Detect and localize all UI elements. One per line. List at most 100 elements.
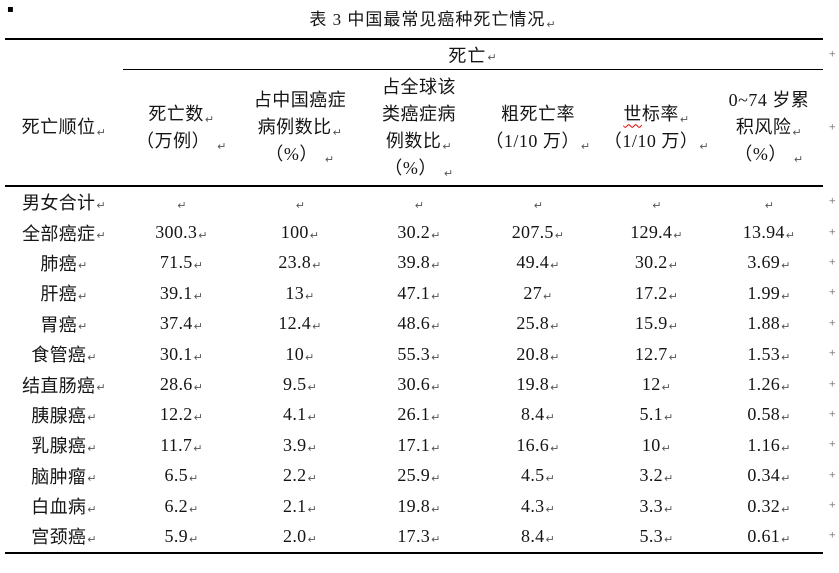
cell-value: 3.9 [283, 434, 307, 455]
cell-value: 0.61 [747, 525, 781, 546]
row-label-cell: 脑肿瘤 ↵ [5, 461, 123, 491]
column-header-asr-world: 世标率↵ （1/10 万）↵ [598, 70, 715, 185]
table-title-text: 表 3 中国最常见癌种死亡情况 [309, 10, 546, 29]
table-row: 肺癌 ↵ 71.5 ↵ 23.8 ↵ 39.8 ↵ 49.4 ↵ 30.2 ↵ 3.69 ↵ + [5, 248, 836, 278]
paragraph-mark: ↵ [309, 229, 320, 243]
paragraph-mark: ↵ [96, 381, 106, 395]
value-cell: 12.4 ↵ [240, 309, 360, 339]
value-cell: 1.53 ↵ [715, 339, 823, 369]
header-line: 例数比↵ [386, 128, 452, 155]
header-text: 死亡顺位 [21, 117, 96, 137]
cell-value: 17.2 [634, 282, 668, 303]
cell-value: 27 [523, 282, 543, 303]
header-text: （%） [734, 144, 787, 164]
header-text: （%） [265, 144, 318, 164]
paragraph-mark: ↵ [673, 229, 683, 243]
paragraph-mark: ↵ [96, 198, 106, 212]
row-end-mark: + [828, 348, 836, 359]
header-line: 占中国癌症 [254, 87, 347, 114]
cell-value: 15.9 [634, 313, 668, 334]
column-header-cumulative-risk: 0~74 岁累 积风险↵ （%） ↵ [715, 70, 823, 185]
paragraph-mark: ↵ [781, 381, 791, 395]
cell-value: 2.0 [283, 525, 307, 546]
cell-value: 3.3 [639, 495, 663, 516]
paragraph-mark: ↵ [663, 411, 674, 425]
header-line: 积风险↵ [736, 114, 802, 141]
paragraph-mark: ↵ [78, 320, 88, 334]
row-label: 脑肿瘤 [31, 466, 87, 487]
header-text: 例数比 [385, 130, 442, 151]
value-cell: 1.16 ↵ [715, 430, 823, 460]
paragraph-mark: ↵ [661, 441, 672, 455]
value-cell: 23.8 ↵ [240, 248, 360, 278]
column-header-death-rank: 死亡顺位↵ [5, 70, 123, 185]
cell-value: 19.8 [397, 495, 431, 516]
value-cell: 30.2 ↵ [598, 248, 715, 278]
paragraph-mark: ↵ [431, 502, 441, 516]
value-cell: 28.6 ↵ [123, 369, 240, 399]
row-label-cell: 男女合计 ↵ [5, 187, 123, 217]
row-label-cell: 肝癌 ↵ [5, 278, 123, 308]
value-cell: 0.61 ↵ [715, 521, 823, 551]
paragraph-mark: ↵ [545, 502, 555, 516]
paragraph-mark: ↵ [307, 441, 317, 455]
row-end-mark: + [828, 318, 836, 329]
paragraph-mark: ↵ [188, 502, 199, 516]
header-row: 死亡顺位↵ 死亡数↵ （万例） ↵ 占中国癌症 病例数比↵ （%） ↵ 占全球该 类癌症病 例数比↵… [5, 70, 836, 187]
header-line: （1/10 万）↵ [485, 128, 590, 155]
value-cell: 4.1 ↵ [240, 400, 360, 430]
value-cell: 19.8 ↵ [478, 369, 598, 399]
row-label: 宫颈癌 [31, 527, 87, 548]
value-cell: 10 ↵ [240, 339, 360, 369]
paragraph-mark: ↵ [781, 259, 791, 273]
paragraph-mark: ↵ [431, 532, 441, 546]
cell-value: 30.2 [634, 252, 668, 273]
value-cell: ↵ [715, 187, 823, 217]
paragraph-mark: ↵ [193, 289, 204, 303]
paragraph-mark: ↵ [431, 472, 441, 486]
header-text: （万例） [136, 130, 211, 151]
cell-value: 49.4 [516, 252, 550, 273]
value-cell: 6.2 ↵ [123, 491, 240, 521]
paragraph-mark: ↵ [431, 381, 441, 395]
value-cell: 15.9 ↵ [598, 309, 715, 339]
header-text: 粗死亡率 [501, 103, 575, 124]
paragraph-mark: ↵ [193, 320, 204, 334]
row-label: 食管癌 [31, 345, 87, 366]
paragraph-mark: ↵ [87, 532, 97, 546]
value-cell: 12.7 ↵ [598, 339, 715, 369]
paragraph-mark: ↵ [652, 198, 662, 212]
row-label-cell: 食管癌 ↵ [5, 339, 123, 369]
paragraph-mark: ↵ [443, 166, 454, 180]
value-cell: ↵ [240, 187, 360, 217]
row-end-mark: + [828, 49, 836, 60]
value-cell: ↵ [478, 187, 598, 217]
cell-value: 12.2 [159, 404, 193, 425]
row-label-cell: 结直肠癌 ↵ [5, 369, 123, 399]
paragraph-mark: ↵ [679, 112, 690, 126]
cell-value: 16.6 [516, 434, 550, 455]
value-cell: 5.1 ↵ [598, 400, 715, 430]
death-span-label: 死亡 [448, 45, 487, 66]
cell-value: 2.1 [283, 495, 307, 516]
paragraph-mark: ↵ [699, 139, 710, 153]
cell-value: 12.4 [278, 313, 312, 334]
header-text: 类癌症病 [382, 103, 456, 124]
cell-value: 55.3 [397, 343, 431, 364]
row-label-cell: 胃癌 ↵ [5, 309, 123, 339]
paragraph-mark: ↵ [781, 320, 791, 334]
row-label-cell: 乳腺癌 ↵ [5, 430, 123, 460]
paragraph-mark: ↵ [545, 532, 555, 546]
paragraph-mark: ↵ [193, 441, 203, 455]
cell-value: 17.3 [397, 525, 431, 546]
paragraph-mark: ↵ [96, 126, 107, 139]
paragraph-mark: ↵ [781, 532, 791, 546]
cell-value: 1.88 [747, 313, 781, 334]
cell-value: 23.8 [278, 252, 312, 273]
cell-value: 11.7 [160, 434, 193, 455]
paragraph-mark: ↵ [663, 502, 674, 516]
value-cell: 8.4 ↵ [478, 521, 598, 551]
value-cell: 25.9 ↵ [360, 461, 478, 491]
value-cell: 4.5 ↵ [478, 461, 598, 491]
